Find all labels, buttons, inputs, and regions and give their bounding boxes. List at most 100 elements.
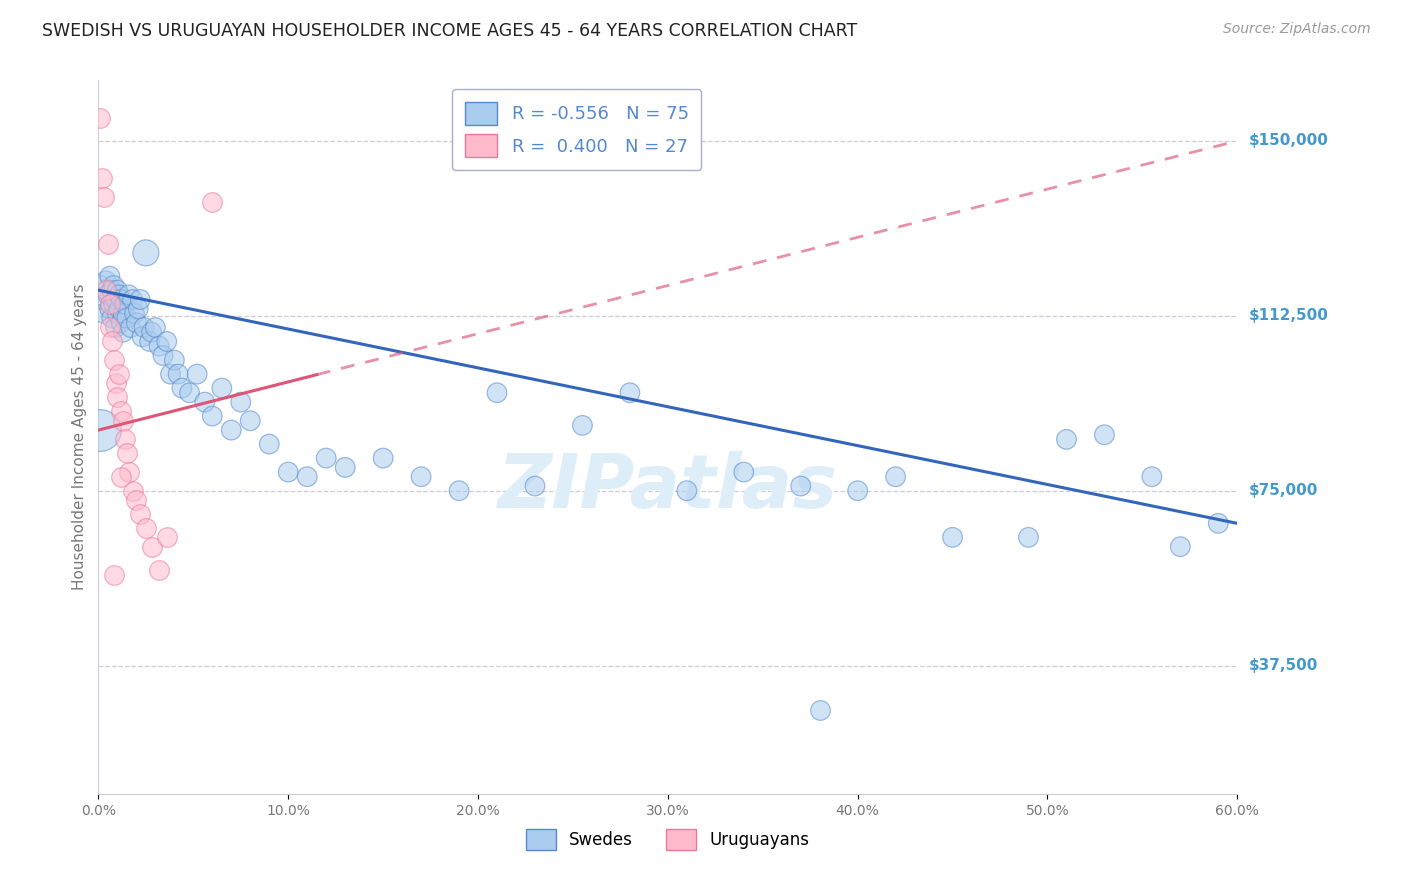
Point [112,306,135,320]
Point [104,320,127,334]
Point [141,540,163,554]
Point [846,483,869,498]
Point [229,395,252,409]
Point [110,316,132,330]
Point [167,367,190,381]
Point [115,446,138,460]
Point [97,236,120,251]
Point [120,320,142,334]
Point [104,376,127,391]
Point [239,414,262,428]
Point [1094,427,1116,442]
Point [411,469,433,483]
Point [1018,530,1040,544]
Point [89,111,111,125]
Point [100,311,122,326]
Point [124,306,146,320]
Point [170,381,193,395]
Text: SWEDISH VS URUGUAYAN HOUSEHOLDER INCOME AGES 45 - 64 YEARS CORRELATION CHART: SWEDISH VS URUGUAYAN HOUSEHOLDER INCOME … [42,22,858,40]
Point [942,530,965,544]
Point [97,288,120,302]
Point [115,311,138,326]
Point [93,190,115,204]
Point [1170,540,1192,554]
Point [127,301,149,316]
Point [110,404,132,418]
Point [107,306,129,320]
Point [121,293,143,307]
Point [114,433,136,447]
Point [335,460,357,475]
Point [118,465,141,479]
Point [112,414,135,428]
Point [94,283,117,297]
Point [524,479,547,493]
Point [98,269,121,284]
Point [808,703,831,717]
Point [259,437,281,451]
Point [93,306,115,320]
Point [112,325,135,339]
Point [100,283,122,297]
Point [107,391,129,405]
Point [156,334,179,349]
Point [91,293,114,307]
Point [129,293,152,307]
Point [148,339,170,353]
Point [152,348,174,362]
Point [131,330,153,344]
Text: ZIPatlas: ZIPatlas [498,450,838,524]
Point [148,563,170,577]
Point [141,325,163,339]
Point [619,385,641,400]
Point [315,451,337,466]
Point [89,423,111,437]
Y-axis label: Householder Income Ages 45 - 64 years: Householder Income Ages 45 - 64 years [72,284,87,591]
Text: $150,000: $150,000 [1249,134,1329,148]
Point [277,465,299,479]
Point [145,320,167,334]
Point [201,409,224,423]
Text: Source: ZipAtlas.com: Source: ZipAtlas.com [1223,22,1371,37]
Point [103,353,125,368]
Point [103,567,125,582]
Point [89,278,111,293]
Text: $37,500: $37,500 [1249,658,1317,673]
Point [135,521,157,535]
Point [179,385,201,400]
Point [108,367,131,381]
Point [790,479,813,493]
Point [371,451,394,466]
Point [107,283,129,297]
Point [297,469,319,483]
Point [108,288,131,302]
Point [98,301,121,316]
Point [121,483,143,498]
Point [221,423,243,437]
Point [1208,516,1230,531]
Point [201,194,224,209]
Point [103,278,125,293]
Point [104,293,127,307]
Point [114,297,136,311]
Point [125,493,148,508]
Point [884,469,907,483]
Point [486,385,509,400]
Legend: Swedes, Uruguayans: Swedes, Uruguayans [519,822,817,857]
Point [118,288,141,302]
Point [103,297,125,311]
Text: $75,000: $75,000 [1249,483,1317,499]
Point [1140,469,1163,483]
Point [571,418,593,433]
Point [163,353,186,368]
Point [91,171,114,186]
Point [132,320,155,334]
Point [98,320,121,334]
Point [100,334,122,349]
Point [449,483,471,498]
Point [138,334,160,349]
Text: $112,500: $112,500 [1249,309,1329,323]
Point [194,395,217,409]
Point [733,465,755,479]
Point [211,381,233,395]
